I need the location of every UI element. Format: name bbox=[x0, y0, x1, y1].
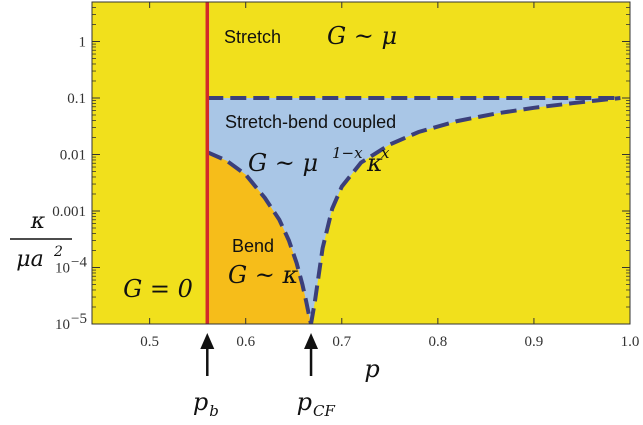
svg-text:G ~ μ: G ~ μ bbox=[327, 22, 397, 50]
rigidity-zero-label: G = 0 bbox=[123, 275, 193, 303]
pb-marker: p b bbox=[193, 333, 219, 420]
pcf-label-sub: CF bbox=[313, 402, 335, 420]
svg-text:κ: κ bbox=[366, 149, 383, 177]
stretch-bend-lower-boundary bbox=[309, 96, 621, 324]
bend-label: Bend G ~ κ bbox=[228, 236, 299, 289]
svg-text:x: x bbox=[381, 144, 390, 162]
x-tick-label: 1.0 bbox=[621, 334, 640, 350]
pb-label: p bbox=[193, 388, 208, 416]
svg-text:Stretch: Stretch bbox=[224, 27, 281, 47]
svg-text:Stretch-bend coupled: Stretch-bend coupled bbox=[225, 112, 396, 132]
stretch-label: Stretch G ~ μ bbox=[224, 22, 397, 50]
pcf-marker: p CF bbox=[297, 333, 336, 420]
y-axis-label-denominator-exp: 2 bbox=[53, 244, 63, 260]
svg-text:Bend: Bend bbox=[232, 236, 274, 256]
y-tick-label: 0.1 bbox=[67, 91, 86, 107]
pb-label-sub: b bbox=[209, 402, 219, 420]
y-axis-label-numerator: κ bbox=[30, 209, 46, 234]
svg-text:G ~ μ: G ~ μ bbox=[248, 149, 318, 177]
svg-text:G ~ κ: G ~ κ bbox=[228, 261, 299, 289]
pcf-label: p bbox=[297, 388, 312, 416]
x-tick-label: 0.7 bbox=[332, 334, 351, 350]
x-tick-label: 0.5 bbox=[140, 334, 159, 350]
stretch-bend-coupled-region bbox=[207, 97, 621, 324]
y-tick-label-exp: −4 bbox=[71, 254, 87, 270]
plot-area bbox=[92, 2, 630, 324]
x-tick-label: 0.9 bbox=[525, 334, 544, 350]
y-axis-label-denominator: μa bbox=[16, 247, 43, 272]
x-tick-label: 0.6 bbox=[236, 334, 255, 350]
y-tick-label: 1 bbox=[79, 34, 87, 50]
bend-upper-boundary bbox=[206, 150, 313, 324]
svg-text:G = 0: G = 0 bbox=[123, 275, 193, 303]
y-tick-label: 10 bbox=[55, 260, 70, 276]
y-axis-label: κ μa 2 bbox=[10, 209, 72, 272]
pcf-arrow-head bbox=[304, 333, 319, 349]
bend-region bbox=[207, 152, 312, 324]
y-tick-label-exp: −5 bbox=[71, 311, 87, 327]
svg-text:1−x: 1−x bbox=[332, 144, 363, 162]
y-tick-label: 10 bbox=[55, 317, 70, 333]
y-tick-label: 0.01 bbox=[60, 147, 86, 163]
y-tick-label: 0.001 bbox=[52, 204, 86, 220]
coupled-label: Stretch-bend coupled G ~ μ 1−x κ x bbox=[225, 112, 396, 177]
pb-arrow-head bbox=[200, 333, 215, 349]
x-tick-label: 0.8 bbox=[428, 334, 447, 350]
x-axis-label: p bbox=[364, 355, 379, 383]
x-axis-ticks: 0.5 0.6 0.7 0.8 0.9 1.0 bbox=[140, 2, 639, 350]
